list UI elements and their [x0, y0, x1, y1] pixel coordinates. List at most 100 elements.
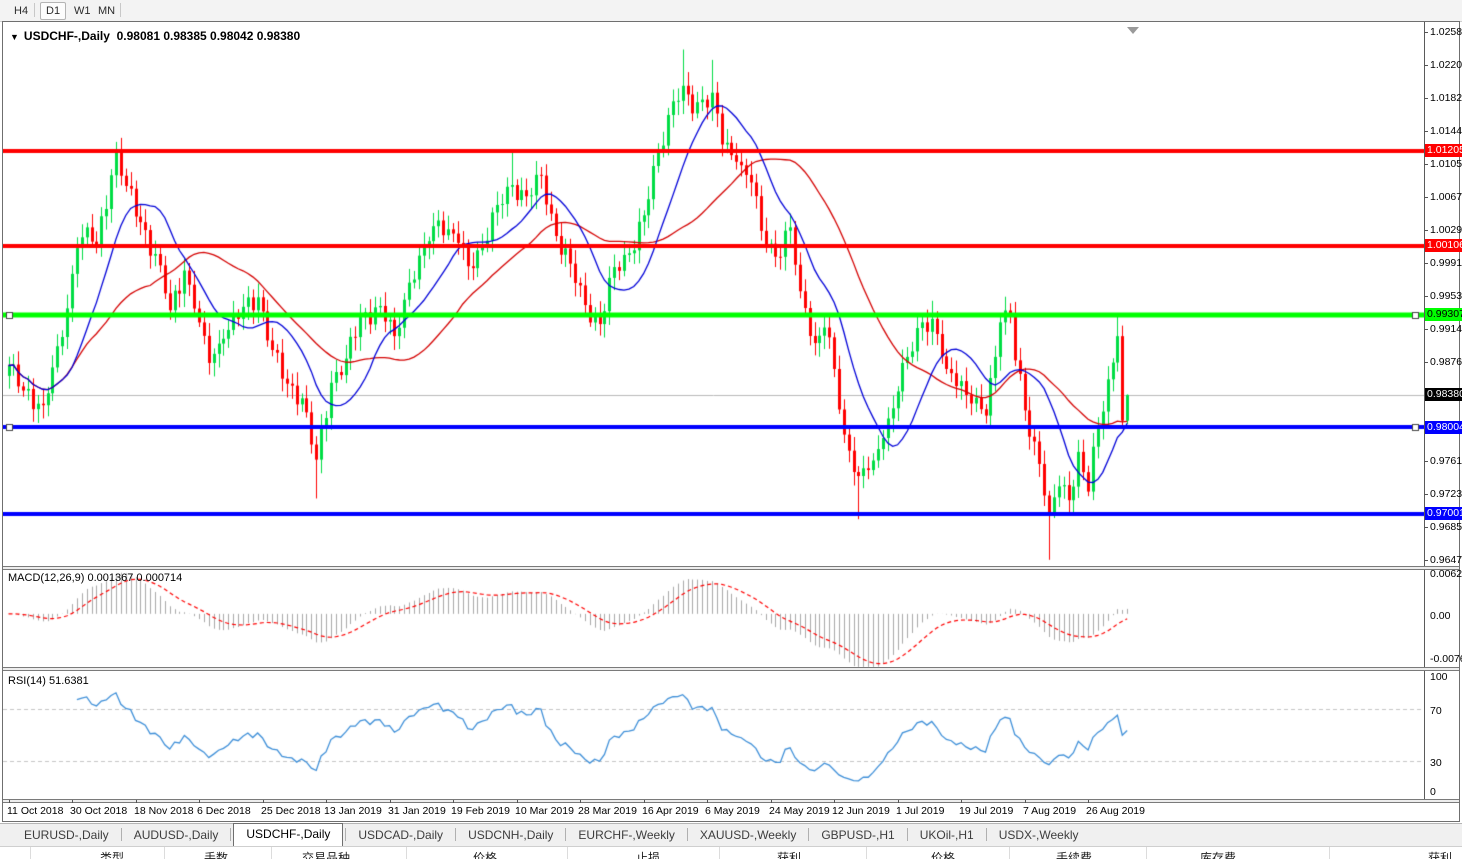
tab-usdcad-daily[interactable]: USDCAD-,Daily: [358, 828, 444, 842]
rsi-scale-label: 70: [1430, 705, 1442, 717]
price-tick-label: 1.02580: [1430, 26, 1462, 38]
tab-usdcnh-daily[interactable]: USDCNH-,Daily: [468, 828, 554, 842]
timeframe-button-mn[interactable]: MN: [98, 5, 116, 17]
date-tick: [199, 800, 200, 803]
date-label: 1 Jul 2019: [896, 805, 945, 817]
date-tick: [136, 800, 137, 803]
terminal-column-label: 手续费: [1055, 851, 1093, 859]
date-tick: [707, 800, 708, 803]
tab-separator: [565, 828, 567, 841]
date-tick: [517, 800, 518, 803]
date-label: 6 Dec 2018: [197, 805, 251, 817]
date-tick: [326, 800, 327, 803]
date-label: 19 Feb 2019: [451, 805, 510, 817]
price-level-label: 0.97001: [1425, 507, 1462, 520]
tab-xauusd-weekly[interactable]: XAUUSD-,Weekly: [699, 828, 797, 842]
price-axis-border: [1424, 22, 1425, 800]
terminal-column-label: 手数: [203, 851, 229, 859]
timeframe-toolbar: H4 D1 W1 MN: [0, 0, 1462, 22]
date-label: 31 Jan 2019: [388, 805, 446, 817]
date-tick: [263, 800, 264, 803]
terminal-column-separator: [30, 847, 31, 859]
timeframe-button-h4[interactable]: H4: [14, 5, 29, 17]
toolbar-separator: [34, 3, 35, 17]
price-level-label: 0.98380: [1425, 388, 1462, 401]
date-label: 7 Aug 2019: [1023, 805, 1077, 817]
price-tick-label: 1.01440: [1430, 125, 1462, 137]
price-level-label: 0.99307: [1425, 308, 1462, 321]
price-tick-label: 1.02200: [1430, 59, 1462, 71]
timeframe-button-d1[interactable]: D1: [40, 2, 67, 20]
macd-scale-label: 0.00: [1430, 610, 1451, 622]
price-tick-label: 1.00670: [1430, 191, 1462, 203]
terminal-column-label: 库存费: [1199, 851, 1237, 859]
tab-separator: [230, 828, 232, 841]
price-level-label: 1.00106: [1425, 239, 1462, 252]
tab-usdx-weekly[interactable]: USDX-,Weekly: [998, 828, 1079, 842]
price-tick-dash: [1424, 230, 1428, 231]
terminal-column-separator: [567, 847, 568, 859]
tab-audusd-daily[interactable]: AUDUSD-,Daily: [133, 828, 219, 842]
price-tick-dash: [1424, 461, 1428, 462]
tab-gbpusd-h1[interactable]: GBPUSD-,H1: [821, 828, 895, 842]
tab-separator: [808, 828, 810, 841]
terminal-column-label: 止损: [635, 851, 661, 859]
timeframe-button-w1[interactable]: W1: [74, 5, 91, 17]
date-tick: [771, 800, 772, 803]
date-tick: [72, 800, 73, 803]
date-label: 18 Nov 2018: [134, 805, 194, 817]
date-label: 11 Oct 2018: [7, 805, 64, 817]
chart-tab-bar: EURUSD-,Daily AUDUSD-,Daily USDCHF-,Daily U…: [0, 823, 1462, 846]
pane-separator[interactable]: [3, 667, 1459, 671]
chart-symbol-label: USDCHF-,Daily: [23, 29, 110, 43]
terminal-column-separator: [271, 847, 272, 859]
date-label: 6 May 2019: [705, 805, 760, 817]
date-label: 13 Jan 2019: [324, 805, 382, 817]
toolbar-separator: [120, 3, 121, 17]
chart-dropdown-icon[interactable]: ▼: [10, 32, 19, 42]
date-tick: [1025, 800, 1026, 803]
date-label: 19 Jul 2019: [959, 805, 1014, 817]
tab-eurusd-daily[interactable]: EURUSD-,Daily: [24, 828, 109, 842]
terminal-header-row: 订单类型手数交易品种价格止损获利价格手续费库存费获利: [0, 846, 1462, 859]
date-tick: [834, 800, 835, 803]
chart-canvas[interactable]: [3, 22, 1424, 820]
tab-eurchf-weekly[interactable]: EURCHF-,Weekly: [578, 828, 675, 842]
rsi-scale-label: 0: [1430, 786, 1436, 798]
date-label: 28 Mar 2019: [578, 805, 637, 817]
macd-scale-label: -0.00762: [1430, 653, 1462, 665]
pane-separator: [3, 799, 1459, 803]
price-tick-dash: [1424, 32, 1428, 33]
terminal-column-separator: [719, 847, 720, 859]
price-tick-dash: [1424, 560, 1428, 561]
terminal-column-separator: [866, 847, 867, 859]
rsi-scale-label: 30: [1430, 757, 1442, 769]
tab-ukoil-h1[interactable]: UKOil-,H1: [919, 828, 974, 842]
price-tick-dash: [1424, 65, 1428, 66]
macd-scale-label: 0.006286: [1430, 568, 1462, 580]
price-tick-dash: [1424, 197, 1428, 198]
tab-separator: [985, 828, 987, 841]
terminal-column-label: 价格: [472, 851, 498, 859]
pane-separator[interactable]: [3, 566, 1459, 570]
macd-indicator-label: MACD(12,26,9) 0.001367 0.000714: [8, 572, 183, 584]
price-tick-label: 1.01050: [1430, 158, 1462, 170]
date-tick: [390, 800, 391, 803]
price-tick-dash: [1424, 362, 1428, 363]
tab-usdchf-daily[interactable]: USDCHF-,Daily: [233, 823, 344, 846]
price-tick-dash: [1424, 164, 1428, 165]
date-label: 12 Jun 2019: [832, 805, 890, 817]
chart-shift-marker-icon[interactable]: [1127, 27, 1139, 34]
tab-separator: [120, 828, 122, 841]
terminal-column-label: 类型: [99, 851, 125, 859]
tab-separator: [686, 828, 688, 841]
date-label: 26 Aug 2019: [1086, 805, 1145, 817]
date-label: 25 Dec 2018: [261, 805, 321, 817]
price-level-label: 0.98004: [1425, 421, 1462, 434]
terminal-column-separator: [1329, 847, 1330, 859]
